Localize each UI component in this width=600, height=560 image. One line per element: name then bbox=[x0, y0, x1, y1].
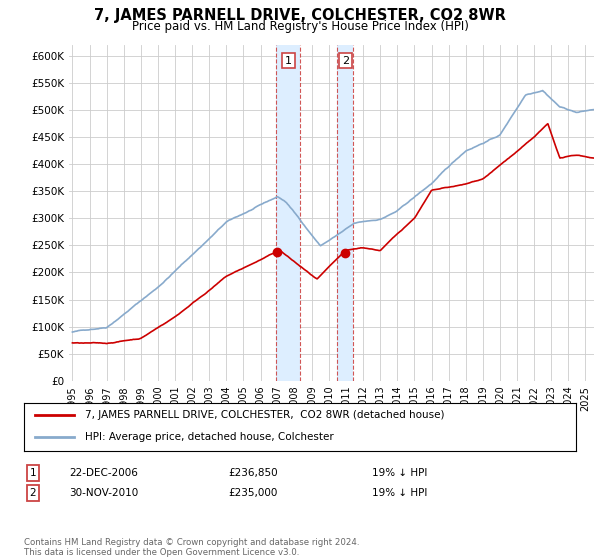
Text: 19% ↓ HPI: 19% ↓ HPI bbox=[372, 488, 427, 498]
Bar bbox=[276, 45, 301, 381]
Text: Price paid vs. HM Land Registry's House Price Index (HPI): Price paid vs. HM Land Registry's House … bbox=[131, 20, 469, 32]
Text: £236,850: £236,850 bbox=[228, 468, 278, 478]
Bar bbox=[337, 45, 353, 381]
Text: Contains HM Land Registry data © Crown copyright and database right 2024.
This d: Contains HM Land Registry data © Crown c… bbox=[24, 538, 359, 557]
Text: 22-DEC-2006: 22-DEC-2006 bbox=[69, 468, 138, 478]
Text: HPI: Average price, detached house, Colchester: HPI: Average price, detached house, Colc… bbox=[85, 432, 334, 442]
Text: 19% ↓ HPI: 19% ↓ HPI bbox=[372, 468, 427, 478]
Text: 7, JAMES PARNELL DRIVE, COLCHESTER, CO2 8WR: 7, JAMES PARNELL DRIVE, COLCHESTER, CO2 … bbox=[94, 8, 506, 24]
Text: 1: 1 bbox=[29, 468, 37, 478]
Text: 2: 2 bbox=[29, 488, 37, 498]
Text: 1: 1 bbox=[285, 55, 292, 66]
Text: 30-NOV-2010: 30-NOV-2010 bbox=[69, 488, 138, 498]
Text: 2: 2 bbox=[342, 55, 349, 66]
Text: 7, JAMES PARNELL DRIVE, COLCHESTER,  CO2 8WR (detached house): 7, JAMES PARNELL DRIVE, COLCHESTER, CO2 … bbox=[85, 410, 444, 420]
Text: £235,000: £235,000 bbox=[228, 488, 277, 498]
